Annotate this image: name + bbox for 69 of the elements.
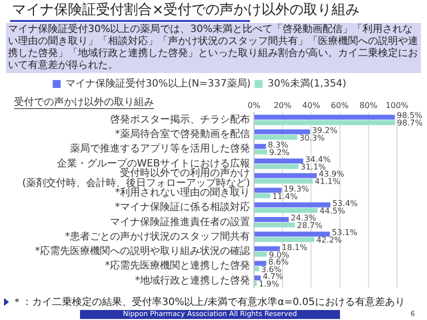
data-label: 8.6% xyxy=(268,257,290,266)
data-label: 8.3% xyxy=(268,140,289,150)
chart-title: マイナ保険証受付割合×受付での声かけ以外の取り組み xyxy=(12,1,360,19)
y-tick-label: 啓発ポスター掲示、チラシ配布 xyxy=(110,114,250,126)
y-tick-label: *薬局待合室で啓発動画を配信 xyxy=(115,128,250,140)
data-label: 1.9% xyxy=(258,280,280,289)
x-tick-label: 40% xyxy=(302,100,320,110)
data-label: 3.6% xyxy=(261,264,282,274)
data-label: 30.3% xyxy=(299,133,326,142)
bar xyxy=(254,275,261,280)
bar xyxy=(254,217,289,222)
y-tick-label: *応需先医療機関と連携した啓発 xyxy=(105,260,250,272)
bar xyxy=(254,252,267,257)
data-label: 11.4% xyxy=(272,192,298,201)
bar xyxy=(254,129,310,134)
data-label: 53.1% xyxy=(332,228,358,238)
y-tick-label: 薬局で推進するアプリ等を活用した啓発 xyxy=(70,142,250,155)
y-tick-label: *地域行政と連携した啓発 xyxy=(135,274,250,286)
y-tick-label: *応需先医療機関への説明や取り組み状況の確認 xyxy=(35,245,250,258)
data-label: 98.7% xyxy=(397,118,423,128)
data-label: 28.7% xyxy=(297,221,323,230)
x-tick-label: 100% xyxy=(386,100,409,110)
data-label: 4.7% xyxy=(262,272,284,282)
data-label: 31.1% xyxy=(300,162,326,172)
bar xyxy=(254,144,266,149)
bar xyxy=(254,222,296,228)
bar xyxy=(254,149,268,154)
bar xyxy=(254,260,266,266)
data-label: 39.2% xyxy=(312,126,338,135)
text: ＊：カイ二乗検定の結果、受付率30%以上/未満で有意水準α=0.05における有意差あり xyxy=(12,297,405,308)
bar xyxy=(254,246,280,252)
bar xyxy=(254,202,330,208)
x-tick-label: 60% xyxy=(330,100,350,110)
y-axis-title: 受付での声かけ以外の取り組み xyxy=(14,96,154,108)
y-tick-label: *利用されない理由の聞き取り xyxy=(115,186,250,199)
bar xyxy=(254,232,330,237)
bar xyxy=(254,120,396,126)
data-label: 18.1% xyxy=(282,242,308,252)
y-tick-label: マイナ保険証推進責任者の設置 xyxy=(110,216,250,228)
data-label: 53.4% xyxy=(332,198,358,208)
x-tick-label: 80% xyxy=(360,100,378,110)
chart-subtitle: マイナ保険証受付30%以上の薬局では、30%未満と比べて「啓発動画配信」「利用されない理由の聞き取り」「相談対応」「声かけ状況のスタッフ間共有」「医療機関への説明や連携した啓発」「地域行政と連携した啓発」といった取り組み割合が高い。カイ二乗検定において有意差が得られた。 xyxy=(6,23,421,73)
bar xyxy=(254,237,314,242)
bar xyxy=(254,134,298,140)
data-label: 34.4% xyxy=(305,155,332,164)
data-label: 44.5% xyxy=(320,206,346,216)
bar xyxy=(254,208,318,213)
data-label: 41.1% xyxy=(314,177,341,186)
bar xyxy=(254,188,282,193)
x-tick-label: 0% xyxy=(248,100,261,110)
bar xyxy=(254,178,313,184)
legend-label: 30%未満(1,354) xyxy=(268,78,346,90)
bar xyxy=(254,193,270,198)
x-tick-label: 20% xyxy=(274,100,292,110)
data-label: 43.9% xyxy=(318,170,345,179)
data-label: 19.3% xyxy=(284,184,310,194)
legend-label: マイナ保険証受付30%以上(N=337薬局) xyxy=(66,78,251,90)
bar xyxy=(254,266,260,272)
y-tick-label: *患者ごとの声かけ状況のスタッフ間共有 xyxy=(65,230,250,242)
data-label: 9.2% xyxy=(269,148,290,157)
y-tick-label: *マイナ保険証に係る相談対応 xyxy=(115,201,250,214)
data-label: 24.3% xyxy=(290,214,317,223)
bar xyxy=(254,164,298,169)
data-label: 98.5% xyxy=(396,111,423,120)
data-label: 9.0% xyxy=(268,250,290,260)
bar xyxy=(254,158,304,164)
data-label: 42.2% xyxy=(316,236,342,245)
bar xyxy=(254,173,317,178)
bar xyxy=(254,114,395,120)
